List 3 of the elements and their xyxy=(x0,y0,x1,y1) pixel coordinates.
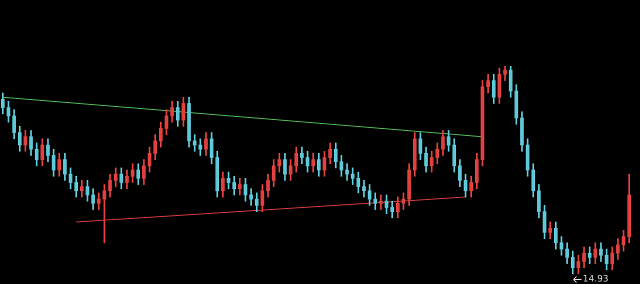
candlestick xyxy=(362,180,366,198)
text: 14.93 xyxy=(582,274,609,284)
candlestick xyxy=(402,192,406,210)
